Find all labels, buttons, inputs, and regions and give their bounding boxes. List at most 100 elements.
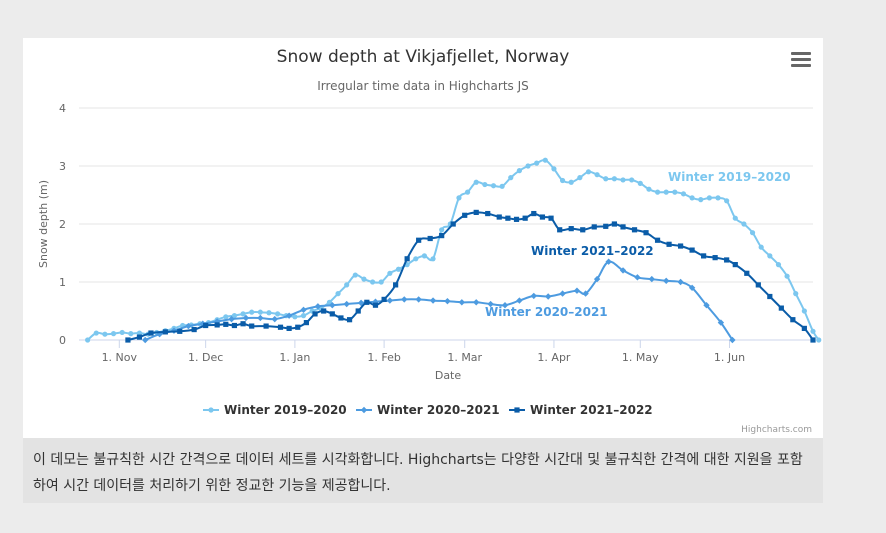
legend-item[interactable]: Winter 2020–2021 bbox=[356, 403, 500, 417]
data-point bbox=[386, 297, 394, 304]
data-point bbox=[378, 279, 384, 285]
data-point bbox=[485, 210, 491, 217]
data-point bbox=[629, 177, 635, 183]
data-point bbox=[648, 275, 656, 283]
data-point bbox=[136, 334, 143, 340]
data-point bbox=[490, 183, 497, 189]
data-point bbox=[706, 195, 712, 201]
x-tick-label: 1. Dec bbox=[188, 351, 223, 364]
legend-label: Winter 2019–2020 bbox=[224, 403, 347, 417]
context-menu-button[interactable] bbox=[791, 52, 811, 68]
data-point bbox=[393, 282, 399, 288]
data-point bbox=[444, 297, 451, 305]
data-point bbox=[415, 296, 422, 303]
data-point bbox=[249, 323, 255, 329]
data-point bbox=[724, 257, 730, 263]
data-point bbox=[522, 215, 528, 221]
data-point bbox=[568, 179, 574, 185]
data-point bbox=[275, 311, 281, 317]
data-point bbox=[300, 306, 307, 314]
x-tick-label: 1. Mar bbox=[447, 351, 482, 364]
data-point bbox=[810, 328, 816, 334]
data-point bbox=[439, 227, 445, 233]
chart-description: 이 데모는 불규칙한 시간 간격으로 데이터 세트를 시각화합니다. Highc… bbox=[23, 438, 823, 503]
data-point bbox=[631, 227, 638, 233]
data-point bbox=[321, 308, 327, 314]
data-point bbox=[539, 214, 546, 220]
data-point bbox=[568, 226, 574, 232]
data-point bbox=[654, 237, 661, 243]
data-point bbox=[544, 293, 552, 300]
credits-link[interactable]: Highcharts.com bbox=[741, 425, 812, 435]
data-point bbox=[214, 322, 220, 328]
chart-subtitle: Irregular time data in Highcharts JS bbox=[317, 79, 529, 93]
data-point bbox=[395, 266, 402, 272]
data-point bbox=[688, 284, 696, 291]
data-point bbox=[439, 233, 445, 239]
x-tick-label: 1. Apr bbox=[537, 351, 570, 364]
data-point bbox=[793, 291, 799, 297]
data-point bbox=[755, 282, 761, 288]
data-point bbox=[513, 216, 520, 222]
data-point bbox=[703, 302, 710, 309]
data-point bbox=[416, 237, 422, 243]
data-point bbox=[767, 293, 773, 300]
data-point bbox=[372, 302, 379, 308]
x-axis-ticks: 1. Nov 1. Dec 1. Jan 1. Feb 1. Mar 1. Apr 1. M… bbox=[102, 340, 745, 364]
data-point bbox=[329, 311, 335, 317]
data-point bbox=[744, 270, 750, 276]
data-point bbox=[496, 214, 502, 220]
data-point bbox=[300, 313, 307, 319]
data-point bbox=[559, 290, 566, 297]
data-point bbox=[767, 253, 773, 259]
data-point bbox=[677, 243, 684, 249]
grid-lines bbox=[79, 107, 813, 341]
series-line bbox=[86, 159, 820, 341]
data-point bbox=[85, 337, 91, 343]
data-point bbox=[277, 324, 284, 330]
data-point bbox=[125, 337, 131, 343]
data-point bbox=[680, 191, 687, 197]
series-label: Winter 2021–2022 bbox=[531, 244, 654, 258]
data-point bbox=[712, 255, 718, 261]
data-point bbox=[637, 180, 643, 186]
data-point bbox=[499, 183, 505, 189]
series-layer bbox=[85, 157, 822, 344]
legend-item[interactable]: Winter 2021–2022 bbox=[509, 403, 653, 417]
data-point bbox=[240, 321, 246, 327]
data-point bbox=[312, 311, 318, 317]
x-tick-label: 1. Nov bbox=[102, 351, 138, 364]
data-point bbox=[128, 331, 134, 337]
data-point bbox=[603, 223, 609, 229]
data-point bbox=[672, 189, 678, 195]
data-point bbox=[611, 176, 617, 182]
data-point bbox=[534, 160, 540, 166]
data-point bbox=[421, 253, 428, 259]
y-axis-title: Snow depth (m) bbox=[37, 180, 50, 268]
series-label: Winter 2019–2020 bbox=[668, 170, 791, 184]
data-point bbox=[387, 270, 393, 276]
y-tick-label: 1 bbox=[59, 276, 66, 289]
data-point bbox=[240, 311, 246, 317]
data-point bbox=[462, 212, 468, 218]
data-point bbox=[573, 287, 581, 294]
data-point bbox=[801, 325, 807, 331]
y-tick-label: 2 bbox=[59, 218, 66, 231]
x-tick-label: 1. Jun bbox=[714, 351, 745, 364]
data-point bbox=[285, 312, 293, 319]
chart-container: Snow depth at Vikjafjellet, Norway Irreg… bbox=[23, 38, 823, 438]
data-point bbox=[286, 325, 292, 331]
data-point bbox=[724, 198, 730, 204]
legend-item[interactable]: Winter 2019–2020 bbox=[203, 403, 347, 417]
data-point bbox=[338, 315, 344, 321]
series-2 bbox=[142, 258, 736, 344]
data-point bbox=[663, 277, 670, 285]
data-point bbox=[620, 177, 626, 183]
data-point bbox=[303, 320, 309, 326]
data-point bbox=[654, 189, 661, 195]
data-point bbox=[508, 175, 514, 181]
data-point bbox=[191, 326, 197, 333]
data-point bbox=[732, 215, 738, 221]
data-point bbox=[749, 230, 756, 236]
data-point bbox=[717, 319, 725, 326]
